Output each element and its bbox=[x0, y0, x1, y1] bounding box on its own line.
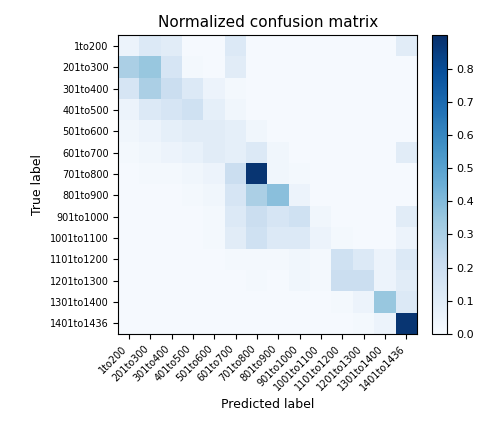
X-axis label: Predicted label: Predicted label bbox=[221, 398, 315, 411]
Title: Normalized confusion matrix: Normalized confusion matrix bbox=[158, 15, 378, 30]
Y-axis label: True label: True label bbox=[31, 154, 44, 215]
